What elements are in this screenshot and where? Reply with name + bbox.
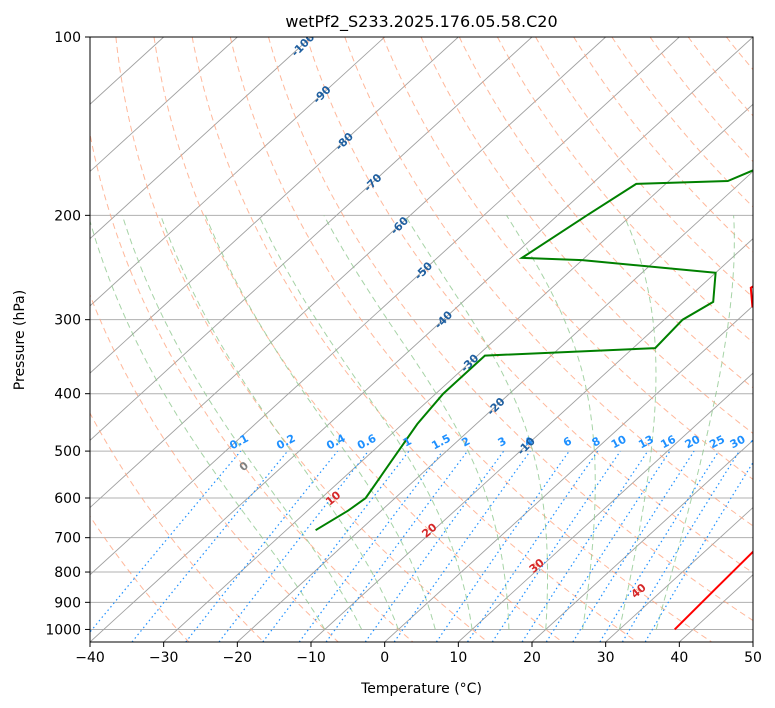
isotherm-line — [90, 37, 312, 240]
x-tick-label: 50 — [744, 650, 762, 666]
mixing-ratio-line — [185, 450, 339, 642]
mixing-ratio-label: 10 — [609, 432, 629, 451]
isotherm-line — [90, 37, 385, 307]
y-tick-label: 600 — [54, 491, 81, 507]
mixing-ratio-line — [621, 450, 740, 642]
dry-adiabat-line — [90, 293, 339, 642]
mixing-ratio-line — [466, 450, 599, 642]
y-tick-label: 200 — [54, 208, 81, 224]
plot-frame — [89, 36, 754, 643]
y-tick-label: 700 — [54, 531, 81, 547]
moist-adiabat-line — [404, 215, 548, 630]
dry-adiabat-line — [191, 37, 638, 642]
dewpoint-profile — [315, 169, 753, 532]
isotherm-line — [90, 37, 680, 576]
dry-adiabat-line — [90, 131, 414, 642]
dry-adiabat-line — [90, 412, 264, 642]
mixing-ratio-line — [545, 450, 671, 642]
isotherm-line — [90, 37, 459, 374]
mixing-ratio-line — [491, 450, 621, 642]
x-axis-label: Temperature (°C) — [360, 681, 482, 697]
x-tick-label: 0 — [380, 650, 389, 666]
mixing-ratio-line — [572, 450, 695, 642]
moist-adiabat-line — [160, 215, 399, 630]
y-tick-label: 800 — [54, 565, 81, 581]
mixing-ratio-line — [435, 450, 570, 642]
isotherm-line — [163, 103, 753, 642]
moist-adiabat-line — [90, 219, 326, 630]
chart-title: wetPf2_S233.2025.176.05.58.C20 — [285, 12, 557, 32]
x-tick-label: 10 — [449, 650, 467, 666]
y-tick-label: 900 — [54, 595, 81, 611]
mixing-ratio-label: 16 — [658, 433, 678, 452]
y-axis-label: Pressure (hPa) — [12, 290, 28, 390]
mixing-ratio-line — [521, 450, 649, 642]
x-tick-label: −20 — [223, 650, 253, 666]
isotherm-line — [90, 37, 238, 173]
dry-adiabat-line — [90, 515, 190, 642]
moist-adiabat-line — [121, 215, 363, 630]
x-tick-label: −40 — [75, 650, 105, 666]
isotherm-line — [90, 37, 753, 642]
moist-adiabat-line — [506, 215, 596, 630]
y-tick-label: 1000 — [45, 622, 81, 638]
dry-adiabat-line — [420, 37, 753, 435]
moist-adiabat-line — [204, 215, 436, 630]
mixing-ratio-line — [262, 450, 410, 642]
y-tick-label: 400 — [54, 387, 81, 403]
dry-adiabat-line — [306, 37, 753, 574]
mixing-ratio-label: 25 — [707, 433, 727, 452]
mixing-ratio-label: 13 — [636, 433, 656, 452]
x-tick-label: −30 — [149, 650, 179, 666]
x-tick-label: 20 — [523, 650, 541, 666]
dry-adiabat-line — [268, 37, 753, 622]
mixing-ratio-line — [393, 450, 531, 642]
dry-adiabat-line — [382, 37, 753, 481]
isotherm-line — [605, 506, 753, 642]
x-tick-label: 30 — [597, 650, 615, 666]
moist-adiabat-line — [323, 215, 510, 630]
dry-adiabat-line — [344, 37, 753, 527]
mixing-ratio-label: 30 — [728, 433, 748, 452]
isotherm-line — [458, 372, 753, 642]
dry-adiabat-line — [229, 37, 712, 642]
axes: −40 −30 −20 −10 0 10 20 30 40 50 100 200 300 400 500 60… — [45, 30, 762, 666]
isotherm-line — [237, 170, 753, 642]
moist-adiabat-line — [655, 215, 735, 630]
dry-adiabat-line — [573, 37, 753, 253]
mixing-ratio-line — [599, 450, 720, 642]
mixing-ratio-label: 36 — [749, 433, 769, 452]
mixing-ratio-line — [131, 450, 289, 642]
x-tick-label: 40 — [670, 650, 688, 666]
y-tick-label: 300 — [54, 313, 81, 329]
isotherm-line — [310, 238, 753, 642]
isotherm-line — [531, 439, 753, 642]
y-tick-label: 500 — [54, 444, 81, 460]
y-tick-label: 100 — [54, 30, 81, 46]
mixing-ratio-label: 20 — [683, 432, 703, 451]
dry-adiabat-line — [115, 37, 488, 642]
isotherm-line — [90, 37, 533, 441]
dry-adiabat-line — [153, 37, 563, 642]
isotherm-line — [384, 305, 753, 642]
dry-adiabat-line — [535, 37, 753, 298]
mixing-ratio-line — [644, 461, 753, 642]
isotherm-line — [90, 37, 606, 509]
plot-area — [90, 37, 753, 642]
x-tick-label: −10 — [296, 650, 326, 666]
